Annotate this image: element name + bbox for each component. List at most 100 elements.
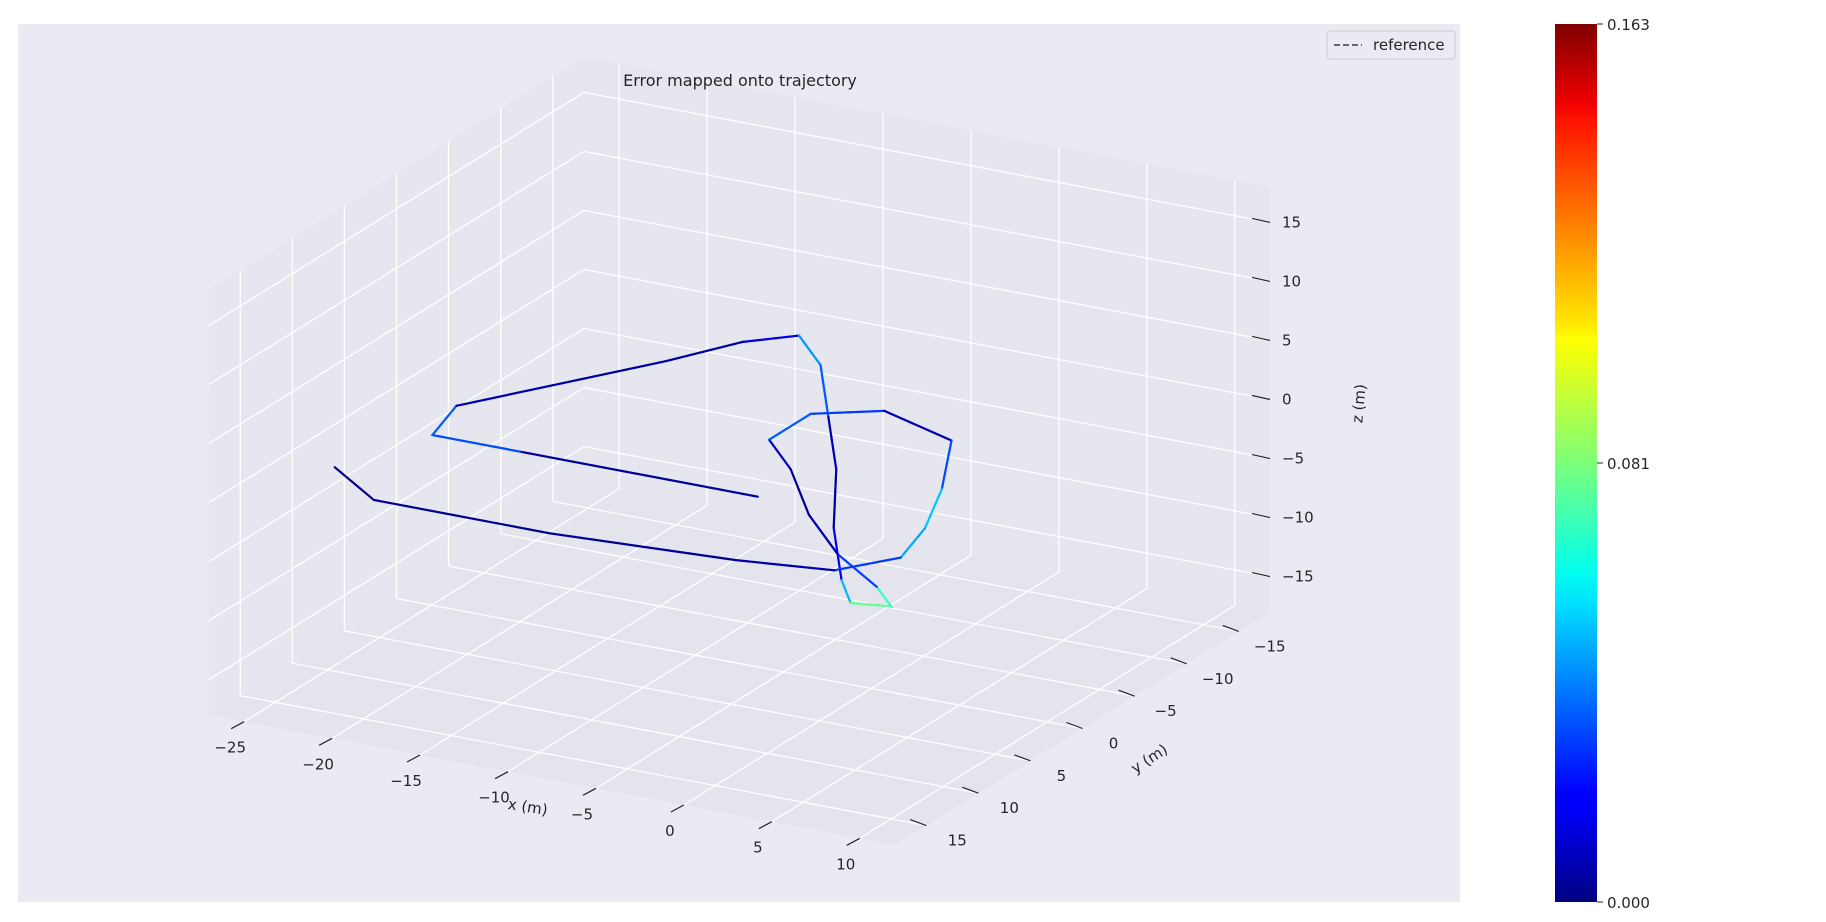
- trajectory-segment: [789, 468, 811, 516]
- y-tick-mark: [1066, 721, 1083, 730]
- y-tick-mark: [1014, 754, 1031, 762]
- grid-z-left: [208, 91, 585, 326]
- trajectory-segment: [827, 416, 838, 471]
- x-tick-label: 0: [665, 822, 675, 840]
- trajectory-segment: [809, 409, 886, 415]
- trajectory-segment: [875, 585, 893, 608]
- z-tick-mark: [1251, 394, 1271, 401]
- z-tick-mark: [1251, 217, 1271, 224]
- legend: reference: [1326, 30, 1456, 60]
- grid-y-floor: [552, 500, 1239, 633]
- x-tick-mark: [582, 787, 597, 796]
- x-tick-label: 5: [753, 839, 763, 857]
- trajectory-segment: [455, 382, 563, 407]
- y-tick-label: −10: [1202, 670, 1234, 688]
- x-tick-mark: [230, 721, 245, 730]
- grid-z-left: [208, 209, 585, 445]
- x-tick-label: −20: [302, 755, 334, 773]
- z-tick-mark: [1251, 571, 1271, 578]
- trajectory-segment: [833, 556, 902, 572]
- grid-z-back: [583, 327, 1271, 460]
- trajectory-segment: [431, 433, 522, 453]
- y-tick-label: 5: [1057, 767, 1067, 785]
- z-tick-label: −10: [1282, 509, 1314, 527]
- y-tick-label: −15: [1254, 637, 1286, 655]
- trajectory-segment: [899, 527, 926, 559]
- x-tick-mark: [846, 837, 861, 846]
- z-tick-mark: [1251, 276, 1271, 283]
- y-tick-mark: [910, 819, 927, 827]
- z-tick-label: 5: [1282, 331, 1292, 349]
- trajectory-segment: [519, 450, 759, 498]
- trajectory-segment: [665, 340, 745, 363]
- trajectory-segment: [560, 359, 668, 385]
- colorbar-label-mid: 0.081: [1607, 455, 1650, 473]
- trajectory-segment: [819, 363, 830, 419]
- trajectory-segment: [797, 334, 822, 367]
- x-tick-mark: [494, 771, 509, 780]
- y-tick-mark: [1222, 624, 1239, 632]
- grid-z-left: [208, 327, 585, 563]
- z-tick-label: 0: [1282, 391, 1292, 409]
- y-tick-label: 15: [948, 832, 967, 850]
- grid-y-floor: [396, 597, 1083, 730]
- x-tick-mark: [758, 821, 773, 830]
- z-tick-mark: [1251, 512, 1271, 519]
- trajectory-segment: [431, 404, 458, 437]
- z-axis-label: z (m): [1348, 383, 1369, 423]
- trajectory-segment: [840, 579, 852, 605]
- trajectory-segment: [923, 488, 943, 530]
- x-tick-label: −25: [214, 739, 246, 757]
- colorbar-label-min: 0.000: [1607, 894, 1650, 912]
- trajectory-segment: [333, 466, 375, 502]
- grid-z-left: [208, 446, 585, 681]
- x-tick-mark: [670, 804, 685, 813]
- chart-title: Error mapped onto trajectory: [623, 71, 857, 90]
- trajectory-segment: [734, 559, 836, 572]
- x-tick-label: 10: [836, 855, 855, 873]
- y-tick-label: 10: [1000, 799, 1019, 817]
- x-tick-mark: [406, 754, 421, 763]
- grid-y-floor: [448, 565, 1135, 697]
- trajectory-segment: [741, 334, 801, 343]
- z-tick-label: 15: [1282, 213, 1301, 231]
- axis-ticks: −25 −20 −15 −10 −5 0 5 10 −15 −10 −5 0 5 10 15 −15 −10 −5…: [214, 213, 1313, 873]
- legend-box: [1326, 30, 1456, 60]
- colorbar-label-max: 0.163: [1607, 16, 1650, 34]
- grid-z-back: [583, 209, 1271, 342]
- x-tick-mark: [318, 737, 333, 746]
- trajectory-series: [333, 334, 953, 608]
- y-tick-label: 0: [1109, 735, 1119, 753]
- y-tick-mark: [1170, 657, 1187, 665]
- x-tick-label: −10: [478, 789, 510, 807]
- colorbar-gradient: [1555, 24, 1597, 902]
- z-tick-mark: [1251, 335, 1271, 342]
- grid-z-back: [583, 150, 1271, 283]
- x-tick-label: −5: [571, 805, 593, 823]
- trajectory-segment: [832, 468, 838, 530]
- gridlines: [208, 63, 1271, 839]
- trajectory-segment: [768, 412, 812, 441]
- grid-z-back: [583, 386, 1271, 519]
- trajectory-segment: [548, 532, 738, 562]
- legend-label-reference: reference: [1373, 36, 1445, 54]
- trajectory-segment: [372, 498, 551, 535]
- grid-y-floor: [500, 533, 1187, 665]
- grid-y-floor: [240, 694, 927, 827]
- grid-z-left: [208, 150, 585, 385]
- grid-z-back: [583, 91, 1271, 224]
- y-tick-label: −5: [1155, 702, 1177, 720]
- grid-z-back: [583, 268, 1271, 401]
- z-tick-label: −5: [1282, 450, 1304, 468]
- trajectory-segment: [940, 439, 953, 491]
- z-tick-mark: [1251, 453, 1271, 460]
- trajectory-segment: [849, 601, 893, 608]
- colorbar: 0.163 0.081 0.000: [1555, 16, 1650, 912]
- grid-z-left: [208, 268, 585, 504]
- trajectory-segment: [768, 438, 792, 471]
- grid-y-floor: [292, 662, 979, 794]
- y-tick-mark: [962, 786, 979, 794]
- x-tick-label: −15: [390, 772, 422, 790]
- z-tick-label: 10: [1282, 272, 1301, 290]
